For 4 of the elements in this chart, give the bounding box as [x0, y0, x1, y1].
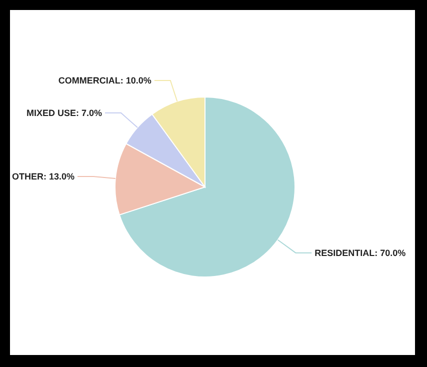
slice-label: COMMERCIAL: 10.0% [58, 75, 152, 86]
slice-label: RESIDENTIAL: 70.0% [314, 248, 406, 258]
slice-label: MIXED USE: 7.0% [26, 108, 102, 118]
slice-label: OTHER: 13.0% [12, 171, 74, 182]
